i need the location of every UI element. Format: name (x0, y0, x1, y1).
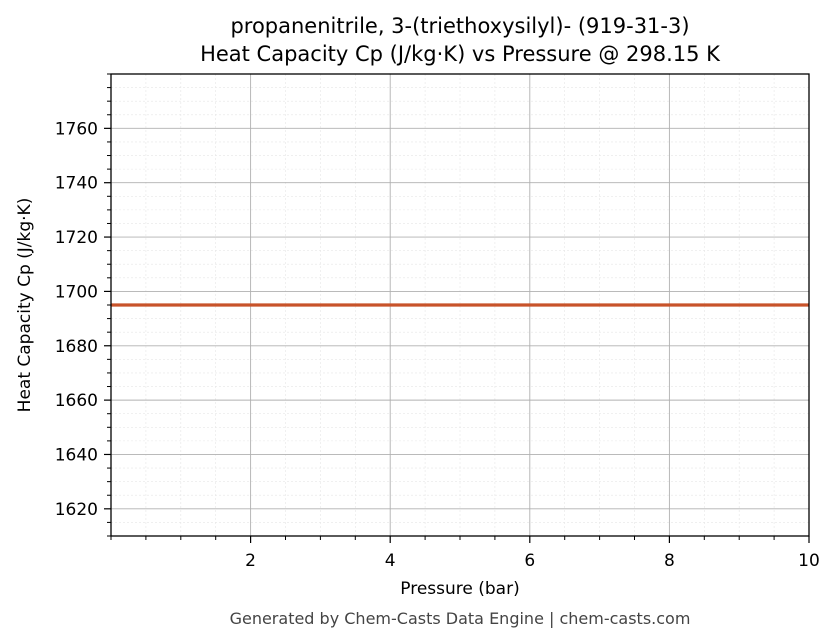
y-tick-label: 1680 (55, 337, 98, 357)
x-tick-label: 10 (798, 551, 820, 571)
x-tick-label: 2 (245, 551, 256, 571)
chart-subtitle: Heat Capacity Cp (J/kg·K) vs Pressure @ … (200, 42, 721, 66)
y-tick-label: 1620 (55, 500, 98, 520)
y-tick-label: 1700 (55, 282, 98, 302)
y-tick-label: 1660 (55, 391, 98, 411)
y-axis-label: Heat Capacity Cp (J/kg·K) (15, 198, 35, 413)
axis-ticks (104, 73, 810, 543)
chart-title: propanenitrile, 3-(triethoxysilyl)- (919… (230, 14, 689, 38)
x-tick-label: 6 (524, 551, 535, 571)
x-tick-label: 4 (385, 551, 396, 571)
y-tick-label: 1760 (55, 119, 98, 139)
y-tick-label: 1740 (55, 174, 98, 194)
major-grid (111, 74, 810, 536)
x-axis-label: Pressure (bar) (400, 579, 519, 599)
footer-credit: Generated by Chem-Casts Data Engine | ch… (230, 609, 691, 628)
x-tick-label: 8 (664, 551, 675, 571)
y-tick-label: 1720 (55, 228, 98, 248)
y-tick-label: 1640 (55, 445, 98, 465)
tick-labels: 2 4 6 8 10 1620 1640 1660 1680 1700 1720 1740 1760 (55, 119, 820, 571)
